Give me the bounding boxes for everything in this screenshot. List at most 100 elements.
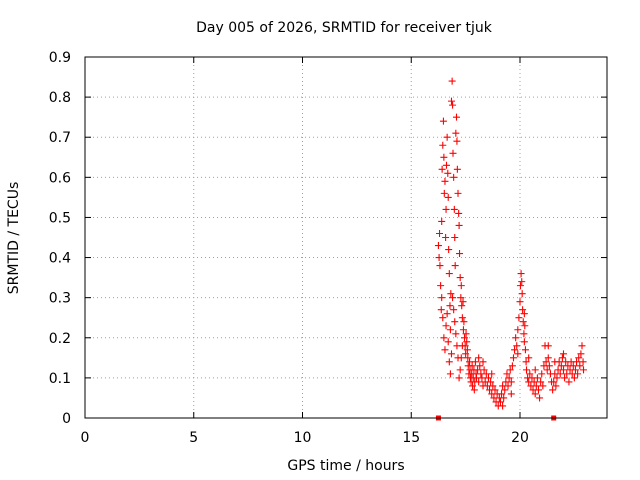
data-point <box>459 298 467 306</box>
data-point <box>471 358 479 366</box>
data-point <box>570 374 578 382</box>
data-point <box>487 378 495 386</box>
data-point <box>532 382 540 390</box>
data-point <box>445 358 453 366</box>
data-point <box>511 346 519 354</box>
data-point <box>526 370 534 378</box>
data-point <box>525 354 533 362</box>
data-point <box>444 169 452 177</box>
data-point <box>544 354 552 362</box>
data-point <box>516 282 524 290</box>
data-point <box>480 366 488 374</box>
y-tick-labels: 0 0.1 0.2 0.3 0.4 0.5 0.6 0.7 0.8 0.9 <box>49 50 71 427</box>
data-point <box>560 366 567 374</box>
data-point <box>456 250 464 258</box>
data-point <box>437 306 445 314</box>
data-point <box>553 374 561 382</box>
data-point <box>521 322 529 330</box>
y-tick-label: 0.1 <box>49 371 71 387</box>
data-point <box>542 358 550 366</box>
data-point <box>463 346 471 354</box>
data-point <box>519 318 527 326</box>
data-point <box>442 161 450 169</box>
data-point <box>455 221 463 229</box>
data-point <box>539 382 547 390</box>
data-point <box>439 117 447 125</box>
y-tick-label: 0.4 <box>49 251 71 267</box>
data-point <box>503 370 511 378</box>
data-point <box>514 350 522 358</box>
data-point <box>479 358 487 366</box>
data-point <box>531 366 539 374</box>
data-point <box>484 374 492 382</box>
data-point <box>556 370 564 378</box>
data-point <box>500 394 508 402</box>
data-point <box>442 322 450 330</box>
data-point <box>499 402 507 410</box>
data-point <box>447 290 455 298</box>
data-point <box>439 141 447 149</box>
data-point <box>468 362 476 370</box>
data-point <box>489 382 497 390</box>
x-tick-label: 0 <box>81 430 90 446</box>
data-point <box>574 370 582 378</box>
data-point <box>442 205 450 213</box>
data-point <box>469 382 477 390</box>
data-point <box>516 298 524 306</box>
data-point <box>569 362 577 370</box>
data-point <box>446 370 454 378</box>
data-point <box>513 342 521 350</box>
data-point <box>536 394 544 402</box>
data-point <box>449 149 457 157</box>
data-point <box>580 366 588 374</box>
data-point <box>498 390 506 398</box>
data-point <box>545 362 553 370</box>
data-point <box>543 366 551 374</box>
data-point <box>521 346 529 354</box>
data-point <box>520 310 528 318</box>
data-point <box>451 262 459 270</box>
y-tick-label: 0.7 <box>49 130 71 146</box>
data-point <box>451 234 459 241</box>
y-tick-label: 0.5 <box>49 210 71 226</box>
data-point <box>531 390 539 398</box>
data-point <box>446 302 454 310</box>
data-point <box>443 133 451 141</box>
data-point <box>491 386 499 394</box>
data-point <box>557 362 565 370</box>
data-point <box>476 362 484 370</box>
data-point <box>466 358 474 366</box>
x-tick-label: 5 <box>189 430 198 446</box>
data-point <box>506 366 514 374</box>
data-point <box>538 370 546 378</box>
data-point <box>450 205 458 213</box>
data-point <box>452 330 460 338</box>
y-tick-label: 0.6 <box>49 170 71 186</box>
data-point <box>551 358 559 366</box>
data-point <box>470 386 478 394</box>
data-point <box>533 374 541 382</box>
data-point <box>446 326 454 334</box>
data-point <box>507 378 515 386</box>
data-point <box>460 318 468 326</box>
data-point <box>496 398 504 406</box>
data-point <box>436 229 444 237</box>
data-point <box>447 97 455 105</box>
grid <box>85 57 607 418</box>
data-point <box>507 390 515 398</box>
data-point <box>462 330 470 338</box>
data-point <box>452 113 460 121</box>
y-tick-label: 0.9 <box>49 50 71 66</box>
data-point <box>458 314 466 322</box>
data-point <box>437 282 445 290</box>
x-tick-label: 15 <box>402 430 420 446</box>
data-point <box>579 358 587 366</box>
data-point <box>455 374 463 382</box>
data-point <box>552 382 560 390</box>
data-point <box>558 354 566 362</box>
y-tick-label: 0.8 <box>49 90 71 106</box>
data-point <box>440 153 448 161</box>
data-point <box>520 338 528 346</box>
data-point <box>443 310 451 318</box>
